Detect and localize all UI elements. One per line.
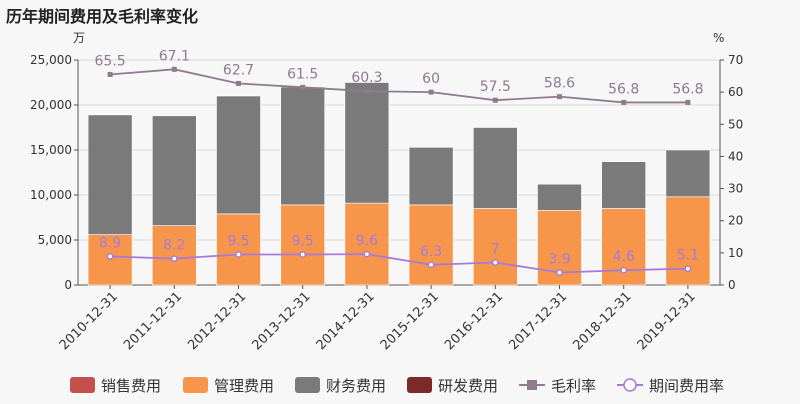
x-axis-tick-label: 2014-12-31 bbox=[314, 289, 378, 353]
bar-财务费用 bbox=[152, 115, 197, 226]
bar-管理费用 bbox=[408, 204, 454, 286]
line-期间费用率 bbox=[110, 253, 688, 274]
data-label-期间费用率: 9.5 bbox=[227, 233, 249, 249]
x-axis-tick-label: 2013-12-31 bbox=[249, 289, 313, 353]
point-期间费用率 bbox=[299, 251, 307, 258]
bar-财务费用 bbox=[408, 147, 454, 206]
legend-swatch-财务费用 bbox=[295, 377, 320, 393]
right-axis-tick-label: 20 bbox=[728, 214, 743, 228]
data-label-毛利率: 57.5 bbox=[480, 79, 511, 95]
data-label-期间费用率: 8.2 bbox=[163, 238, 185, 254]
data-label-毛利率: 56.8 bbox=[608, 81, 639, 97]
legend-swatch-研发费用 bbox=[407, 377, 432, 393]
legend-marker-期间费用率 bbox=[623, 378, 637, 392]
point-期间费用率 bbox=[556, 269, 563, 276]
left-axis-tick-label: 15,000 bbox=[30, 143, 72, 157]
point-毛利率 bbox=[621, 99, 627, 105]
bar-财务费用 bbox=[344, 82, 390, 204]
data-label-期间费用率: 5.1 bbox=[677, 248, 699, 264]
right-axis-tick-label: 0 bbox=[728, 278, 736, 292]
point-期间费用率 bbox=[620, 266, 628, 274]
x-axis-tick-label: 2019-12-31 bbox=[635, 289, 699, 353]
right-axis-tick-label: 40 bbox=[728, 149, 743, 163]
bar-财务费用 bbox=[665, 149, 711, 198]
point-期间费用率 bbox=[427, 261, 435, 269]
data-label-毛利率: 62.7 bbox=[223, 62, 254, 78]
x-axis-tick-label: 2010-12-31 bbox=[57, 289, 121, 353]
left-axis-unit: 万 bbox=[73, 31, 85, 45]
left-axis-tick-label: 5,000 bbox=[38, 233, 72, 247]
point-毛利率 bbox=[428, 89, 434, 95]
x-axis-tick-label: 2017-12-31 bbox=[506, 289, 570, 353]
point-期间费用率 bbox=[684, 265, 692, 272]
point-期间费用率 bbox=[491, 259, 499, 266]
bar-财务费用 bbox=[472, 127, 518, 209]
point-毛利率 bbox=[685, 99, 691, 105]
left-axis-tick-label: 0 bbox=[64, 278, 72, 292]
legend-marker-毛利率 bbox=[527, 380, 537, 390]
right-axis-tick-label: 60 bbox=[728, 85, 743, 99]
right-axis-tick-label: 70 bbox=[728, 53, 743, 67]
legend-label: 管理费用 bbox=[214, 377, 274, 395]
bar-财务费用 bbox=[216, 95, 261, 215]
legend-label: 毛利率 bbox=[551, 377, 596, 395]
point-期间费用率 bbox=[235, 251, 242, 258]
x-axis-tick-label: 2015-12-31 bbox=[378, 289, 442, 353]
x-axis-tick-label: 2012-12-31 bbox=[185, 289, 249, 353]
bar-财务费用 bbox=[87, 114, 133, 235]
data-label-毛利率: 61.5 bbox=[287, 66, 318, 82]
data-label-期间费用率: 4.6 bbox=[613, 249, 635, 265]
data-label-毛利率: 60 bbox=[422, 71, 440, 87]
point-毛利率 bbox=[557, 94, 562, 100]
bar-财务费用 bbox=[280, 86, 326, 206]
right-axis-tick-label: 50 bbox=[728, 117, 743, 131]
line-毛利率 bbox=[110, 68, 688, 104]
legend-label: 销售费用 bbox=[101, 377, 161, 395]
point-期间费用率 bbox=[363, 250, 371, 258]
data-label-期间费用率: 9.6 bbox=[356, 233, 378, 249]
bar-管理费用 bbox=[601, 208, 647, 286]
left-axis-tick-label: 10,000 bbox=[30, 188, 72, 202]
data-label-毛利率: 67.1 bbox=[159, 48, 190, 64]
bar-管理费用 bbox=[152, 225, 197, 286]
bar-财务费用 bbox=[537, 183, 582, 211]
data-label-期间费用率: 9.5 bbox=[292, 233, 314, 249]
data-label-期间费用率: 8.9 bbox=[99, 235, 121, 251]
legend-label: 研发费用 bbox=[438, 377, 498, 395]
bar-管理费用 bbox=[344, 202, 390, 286]
data-label-毛利率: 58.6 bbox=[544, 76, 575, 92]
right-axis-unit: % bbox=[713, 31, 724, 45]
point-毛利率 bbox=[236, 80, 241, 86]
data-label-毛利率: 56.8 bbox=[672, 81, 703, 97]
data-label-期间费用率: 7 bbox=[491, 242, 500, 258]
data-label-毛利率: 60.3 bbox=[351, 70, 382, 86]
legend-swatch-管理费用 bbox=[183, 377, 208, 393]
point-毛利率 bbox=[364, 88, 370, 94]
point-毛利率 bbox=[107, 71, 113, 77]
right-axis-tick-label: 10 bbox=[728, 246, 743, 260]
legend-swatch-销售费用 bbox=[70, 377, 95, 393]
bar-管理费用 bbox=[216, 213, 261, 286]
left-axis-tick-label: 20,000 bbox=[30, 98, 72, 112]
point-毛利率 bbox=[171, 66, 177, 72]
data-label-期间费用率: 6.3 bbox=[420, 244, 442, 260]
x-axis-tick-label: 2011-12-31 bbox=[121, 289, 185, 353]
x-axis-tick-label: 2016-12-31 bbox=[442, 289, 506, 353]
right-axis-tick-label: 30 bbox=[728, 182, 743, 196]
point-毛利率 bbox=[300, 84, 306, 90]
point-毛利率 bbox=[492, 97, 498, 103]
legend-label: 财务费用 bbox=[326, 377, 386, 395]
data-label-毛利率: 65.5 bbox=[95, 53, 126, 69]
chart-title: 历年期间费用及毛利率变化 bbox=[6, 7, 199, 26]
bar-财务费用 bbox=[601, 161, 647, 209]
x-axis-tick-label: 2018-12-31 bbox=[570, 289, 634, 353]
left-axis-tick-label: 25,000 bbox=[30, 53, 72, 67]
point-期间费用率 bbox=[106, 253, 114, 260]
data-label-期间费用率: 3.9 bbox=[548, 251, 570, 267]
bar-管理费用 bbox=[472, 208, 518, 286]
legend-label: 期间费用率 bbox=[649, 377, 724, 395]
point-期间费用率 bbox=[170, 255, 178, 262]
